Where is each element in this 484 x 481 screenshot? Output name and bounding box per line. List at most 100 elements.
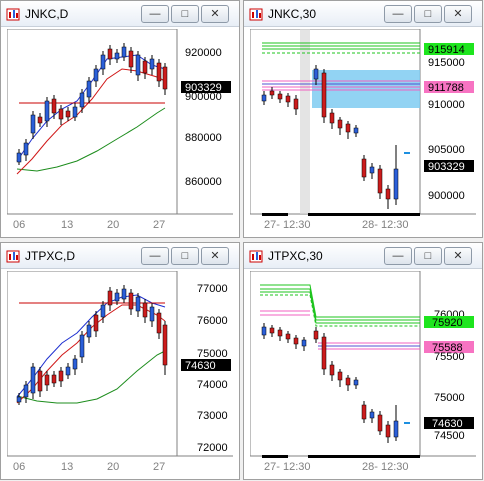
session-shade <box>300 29 310 214</box>
maximize-button[interactable]: □ <box>171 247 199 265</box>
minimize-icon: — <box>149 250 161 262</box>
window-titlebar[interactable]: JNKC,D — □ ✕ <box>1 1 239 27</box>
candles <box>261 65 410 209</box>
y-tick-label: 73000 <box>197 410 228 422</box>
candles <box>16 285 168 405</box>
price-tag-upper <box>424 43 474 55</box>
price-tag-middle <box>424 81 474 93</box>
price-tag-upper-text: 75920 <box>432 317 463 329</box>
price-chart[interactable]: 76000 75920 75588 75500 75000 74630 7450… <box>250 271 476 477</box>
chart-window-jtpxc-daily[interactable]: JTPXC,D — □ ✕ <box>0 242 240 480</box>
window-titlebar[interactable]: JTPXC,D — □ ✕ <box>1 243 239 269</box>
x-tick-label: 20 <box>107 219 119 231</box>
price-chart[interactable]: 915914 915000 911788 910000 905000 90332… <box>250 29 476 235</box>
close-icon: ✕ <box>210 250 220 262</box>
window-title: JTPXC,30 <box>268 249 323 263</box>
y-tick-label: 76000 <box>197 315 228 327</box>
x-tick-label: 06 <box>13 461 25 473</box>
price-tag-current <box>181 359 231 371</box>
x-tick-label: 13 <box>61 461 73 473</box>
window-titlebar[interactable]: JTPXC,30 — □ ✕ <box>244 243 482 269</box>
pink-band-lines <box>262 80 420 91</box>
price-tag-middle-text: 75588 <box>432 342 463 354</box>
minimize-button[interactable]: — <box>141 5 169 23</box>
y-tick-label: 900000 <box>185 91 222 103</box>
pink-band-lines <box>260 310 420 350</box>
price-tag-current-text: 74630 <box>432 418 463 430</box>
y-tick-label: 72000 <box>197 442 228 454</box>
price-tag-upper <box>424 316 474 328</box>
window-title: JNKC,D <box>25 7 69 21</box>
y-tick-label: 75000 <box>434 392 465 404</box>
maximize-icon: □ <box>181 8 189 20</box>
close-button[interactable]: ✕ <box>444 5 472 23</box>
minimize-button[interactable]: — <box>384 5 412 23</box>
chart-window-jnkc-30min[interactable]: JNKC,30 — □ ✕ <box>243 0 483 238</box>
y-tick-label: 900000 <box>428 190 465 202</box>
chart-app-icon <box>6 8 20 21</box>
price-tag-current <box>181 81 231 93</box>
maximize-icon: □ <box>424 250 432 262</box>
green-band-lines <box>262 42 420 54</box>
chart-app-icon <box>249 8 263 21</box>
close-button[interactable]: ✕ <box>201 247 229 265</box>
time-axis-bar <box>262 455 420 458</box>
close-button[interactable]: ✕ <box>201 5 229 23</box>
close-icon: ✕ <box>453 250 463 262</box>
price-chart[interactable]: 920000 900000 880000 860000 903329 06 13… <box>7 29 233 235</box>
window-titlebar[interactable]: JNKC,30 — □ ✕ <box>244 1 482 27</box>
x-tick-label: 06 <box>13 219 25 231</box>
window-title: JNKC,30 <box>268 7 317 21</box>
y-tick-label: 74500 <box>434 430 465 442</box>
chart-window-jnkc-daily[interactable]: JNKC,D — □ ✕ <box>0 0 240 238</box>
chart-app-icon <box>6 250 20 263</box>
x-tick-label: 27 <box>153 219 165 231</box>
price-tag-upper-text: 915914 <box>428 44 465 56</box>
price-tag-current-text: 903329 <box>185 82 222 94</box>
ma-short-line <box>16 294 166 398</box>
x-tick-label: 28- 12:30 <box>362 461 408 473</box>
price-tag-current <box>424 160 474 172</box>
minimize-icon: — <box>392 250 404 262</box>
price-tag-middle <box>424 341 474 353</box>
maximize-icon: □ <box>181 250 189 262</box>
time-axis-bar <box>262 213 420 216</box>
price-tag-current-text: 74630 <box>185 360 216 372</box>
price-chart[interactable]: 77000 76000 75000 74630 74000 73000 7200… <box>7 271 233 477</box>
y-tick-label: 915000 <box>428 57 465 69</box>
y-tick-label: 75000 <box>197 348 228 360</box>
x-tick-label: 27 <box>153 461 165 473</box>
y-tick-label: 860000 <box>185 176 222 188</box>
close-icon: ✕ <box>210 8 220 20</box>
minimize-button[interactable]: — <box>384 247 412 265</box>
chart-app-icon <box>249 250 263 263</box>
y-tick-label: 910000 <box>428 99 465 111</box>
close-button[interactable]: ✕ <box>444 247 472 265</box>
y-tick-label: 77000 <box>197 283 228 295</box>
ma-short-line <box>16 54 166 162</box>
x-tick-label: 27- 12:30 <box>264 461 310 473</box>
x-tick-label: 20 <box>107 461 119 473</box>
minimize-icon: — <box>392 8 404 20</box>
price-tag-current-text: 903329 <box>428 161 465 173</box>
y-tick-label: 905000 <box>428 144 465 156</box>
chart-window-jtpxc-30min[interactable]: JTPXC,30 — □ ✕ <box>243 242 483 480</box>
ma-long-line <box>16 350 166 404</box>
supply-zone <box>312 70 420 108</box>
candles <box>261 323 410 443</box>
maximize-button[interactable]: □ <box>171 5 199 23</box>
y-tick-label: 920000 <box>185 47 222 59</box>
maximize-button[interactable]: □ <box>414 5 442 23</box>
y-tick-label: 74000 <box>197 379 228 391</box>
minimize-button[interactable]: — <box>141 247 169 265</box>
y-tick-label: 880000 <box>185 132 222 144</box>
close-icon: ✕ <box>453 8 463 20</box>
ma-long-line <box>16 107 166 172</box>
maximize-button[interactable]: □ <box>414 247 442 265</box>
price-tag-middle-text: 911788 <box>428 82 464 94</box>
price-tag-current <box>424 417 474 429</box>
window-title: JTPXC,D <box>25 249 76 263</box>
green-band-lines <box>260 284 420 327</box>
x-tick-label: 13 <box>61 219 73 231</box>
candles <box>16 43 168 165</box>
